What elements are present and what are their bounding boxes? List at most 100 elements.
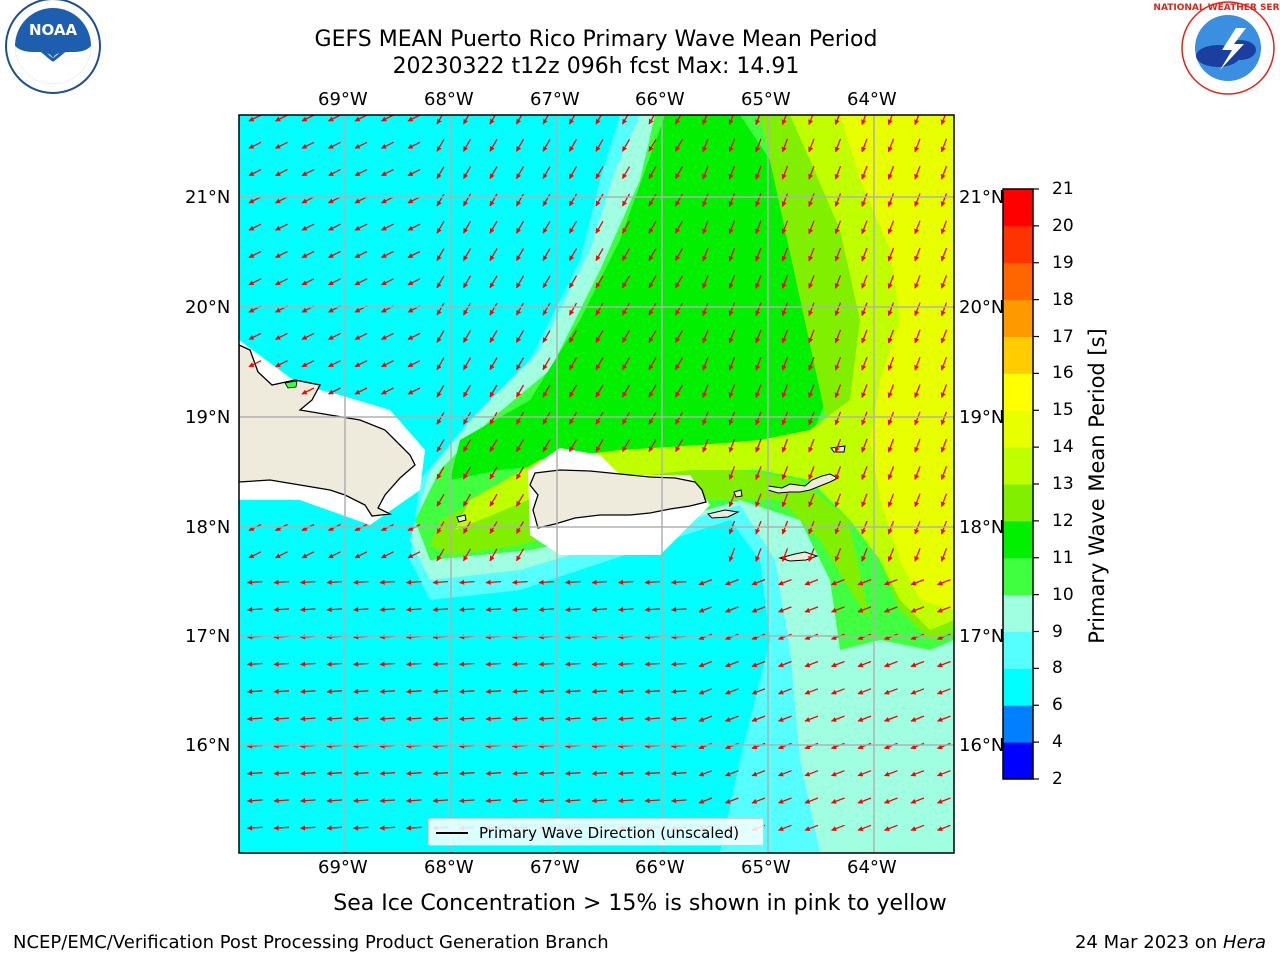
period-contour-11 — [450, 115, 830, 480]
wave-arrow — [857, 660, 872, 668]
wave-arrow — [328, 141, 341, 149]
wave-arrow — [381, 141, 394, 149]
wave-arrow — [781, 275, 789, 289]
wave-arrow — [407, 141, 421, 149]
wave-arrow — [831, 797, 845, 804]
wave-arrow — [568, 193, 578, 207]
wave-arrow — [940, 138, 948, 153]
wave-arrow — [755, 438, 762, 453]
wave-arrow — [564, 606, 581, 613]
wave-arrow — [273, 661, 290, 667]
wave-arrow — [644, 579, 661, 585]
wave-arrow — [352, 606, 369, 613]
wave-arrow — [702, 138, 709, 153]
lon-label-top: 65°W — [741, 89, 791, 110]
wave-arrow — [595, 220, 604, 234]
wave-arrow — [542, 357, 551, 371]
wave-arrow — [831, 578, 845, 586]
wave-arrow — [405, 825, 422, 831]
wave-arrow — [432, 606, 449, 613]
wave-arrow — [542, 248, 551, 261]
wave-arrow — [621, 115, 629, 125]
wave-arrow — [674, 220, 684, 234]
tortuga-island — [284, 380, 298, 389]
lat-label-left: 19°N — [185, 407, 231, 428]
wave-arrow — [489, 220, 498, 234]
wave-arrow — [458, 579, 475, 585]
wave-arrow — [751, 578, 766, 586]
wave-arrow — [489, 466, 498, 480]
wave-arrow — [781, 438, 789, 453]
wave-arrow — [648, 357, 657, 371]
wave-arrow — [462, 411, 472, 425]
colorbar-tick-label: 6 — [1052, 695, 1063, 716]
wave-arrow — [564, 661, 581, 667]
wave-arrow — [462, 384, 472, 398]
lon-label-bottom: 69°W — [318, 857, 368, 878]
colorbar-tick-label: 13 — [1052, 474, 1074, 494]
wave-arrow — [511, 770, 528, 776]
wave-arrow — [432, 716, 449, 722]
wave-arrow — [857, 688, 872, 695]
wave-arrow — [462, 439, 472, 453]
wave-arrow — [462, 166, 472, 180]
culebra-island — [733, 489, 743, 498]
wave-arrow — [644, 770, 661, 776]
wave-arrow — [755, 302, 762, 317]
wave-arrow — [248, 551, 262, 559]
wave-arrow — [354, 223, 368, 231]
wave-arrow — [248, 332, 262, 340]
wave-arrow — [887, 356, 895, 371]
wave-arrow — [887, 384, 895, 398]
wave-arrow — [804, 770, 819, 777]
wave-arrow — [515, 466, 525, 480]
wave-arrow — [407, 115, 421, 122]
wave-arrow — [621, 275, 631, 289]
wave-arrow — [644, 798, 661, 804]
wave-arrow — [702, 115, 708, 125]
wave-arrow — [379, 579, 396, 585]
wave-arrow — [432, 661, 449, 667]
wave-arrow — [648, 275, 657, 289]
colorbar-tick-label: 14 — [1052, 437, 1074, 458]
wave-arrow — [485, 770, 502, 776]
lat-label-right: 19°N — [959, 407, 1005, 428]
wave-arrow — [515, 330, 525, 343]
wave-arrow — [485, 798, 502, 804]
wave-arrow — [595, 115, 603, 125]
wave-arrow — [834, 165, 842, 180]
wave-arrow — [489, 330, 498, 343]
wave-arrow — [621, 330, 631, 343]
wave-arrow — [542, 115, 550, 125]
colorbar-tick-label: 20 — [1052, 215, 1074, 236]
wave-arrow — [407, 169, 421, 177]
nws-logo-text: NATIONAL WEATHER SERVICE — [1153, 3, 1280, 13]
wave-arrow — [515, 220, 525, 234]
wave-arrow — [648, 411, 657, 425]
wave-arrow — [861, 138, 868, 153]
wave-arrow — [621, 302, 631, 316]
wave-arrow — [940, 275, 948, 289]
wave-arrow — [405, 661, 422, 667]
wave-arrow — [326, 606, 343, 613]
wave-arrow — [275, 332, 288, 340]
wave-arrow — [436, 302, 445, 316]
wave-arrow — [379, 661, 396, 667]
wave-arrow — [542, 138, 551, 152]
wave-arrow — [275, 223, 288, 231]
wave-arrow — [834, 466, 842, 480]
wave-arrow — [542, 411, 551, 425]
wave-arrow — [248, 250, 262, 259]
wave-arrow — [515, 138, 525, 152]
wave-arrow — [542, 439, 551, 453]
wave-arrow — [591, 606, 608, 613]
wave-arrow — [670, 688, 687, 695]
colorbar-tick-label: 18 — [1052, 289, 1074, 310]
wave-arrow — [515, 493, 525, 507]
wave-arrow — [564, 798, 581, 804]
wave-arrow — [436, 166, 445, 180]
wave-arrow — [436, 330, 445, 343]
wave-arrow — [405, 579, 422, 585]
legend-line-swatch — [436, 832, 468, 834]
wave-arrow — [246, 825, 263, 831]
